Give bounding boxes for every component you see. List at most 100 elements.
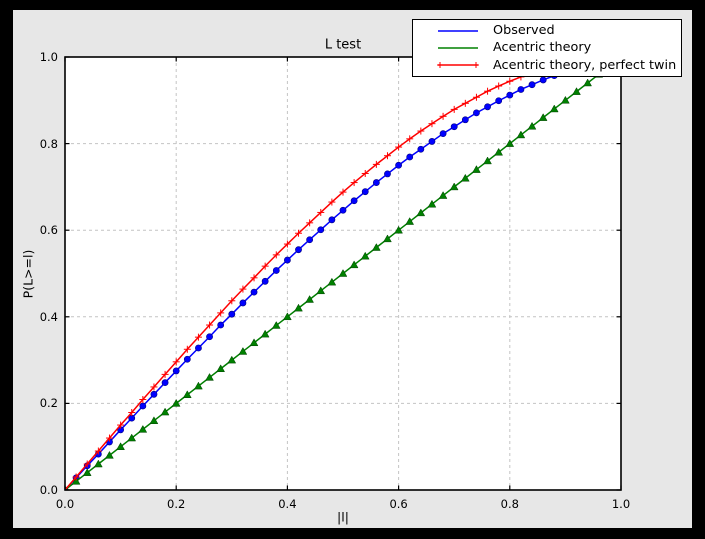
triangle-marker-icon (249, 338, 259, 347)
triangle-marker-icon (405, 217, 415, 225)
circle-marker-icon (450, 123, 458, 131)
triangle-marker-icon (394, 225, 403, 234)
y-tick-label: 1.0 (39, 50, 58, 64)
legend-item-acentric-theory-perfect-twin: Acentric theory, perfect twin (435, 57, 677, 74)
circle-marker-icon (506, 91, 514, 99)
circle-marker-icon (339, 206, 347, 214)
x-tick-label: 1.0 (611, 497, 631, 511)
x-axis-label: |l| (337, 509, 349, 525)
circle-marker-icon (272, 267, 280, 274)
triangle-marker-icon (327, 277, 337, 286)
triangle-marker-icon (583, 78, 592, 87)
triangle-marker-icon (516, 130, 526, 139)
triangle-marker-icon (116, 442, 125, 450)
triangle-marker-icon (238, 347, 248, 355)
circle-marker-icon (306, 236, 314, 244)
circle-marker-icon (417, 145, 425, 153)
circle-marker-icon (372, 179, 380, 186)
triangle-marker-icon (349, 260, 359, 269)
y-tick-label: 0.6 (39, 223, 58, 238)
triangle-marker-icon (160, 407, 170, 416)
triangle-marker-icon (416, 208, 426, 217)
legend: Observed Acentric theory Acentric theory, … (412, 19, 682, 77)
y-tick-label: 0.0 (39, 483, 58, 497)
triangle-marker-icon (305, 295, 314, 303)
legend-item-acentric-theory: Acentric theory (435, 39, 677, 56)
circle-marker-icon (350, 197, 358, 205)
legend-label: Acentric theory (493, 40, 592, 56)
x-tick-label: 0.0 (55, 497, 75, 511)
triangle-marker-icon (271, 321, 281, 329)
chart-title: L test (324, 37, 362, 53)
triangle-marker-icon (549, 104, 559, 113)
circle-marker-icon (239, 299, 247, 307)
triangle-marker-icon (338, 269, 348, 277)
triangle-marker-icon (427, 199, 437, 208)
y-tick-label: 0.8 (39, 136, 58, 151)
triangle-marker-icon (82, 468, 92, 476)
circle-marker-icon (328, 216, 336, 224)
circle-marker-icon (428, 138, 436, 145)
circle-marker-icon (361, 188, 369, 196)
triangle-marker-icon (283, 312, 292, 321)
circle-marker-icon (250, 288, 258, 296)
circle-marker-icon (161, 379, 169, 387)
circle-marker-icon (439, 130, 447, 138)
triangle-marker-icon (138, 424, 148, 433)
triangle-marker-icon (216, 364, 226, 373)
circle-marker-icon (484, 103, 491, 111)
triangle-marker-icon (483, 156, 492, 165)
triangle-marker-icon (149, 416, 159, 424)
triangle-marker-icon (182, 390, 192, 398)
circle-marker-icon (406, 153, 414, 161)
circle-marker-icon (183, 355, 191, 363)
circle-marker-icon (217, 321, 225, 329)
legend-line-sample-acentric-theory (438, 47, 478, 49)
y-tick-label: 0.4 (39, 309, 58, 324)
x-tick-label: 0.2 (167, 497, 186, 511)
triangle-marker-icon (538, 113, 548, 121)
legend-item-observed: Observed (435, 22, 677, 39)
circle-marker-icon (150, 390, 158, 398)
triangle-marker-icon (194, 381, 203, 390)
triangle-marker-icon (205, 373, 214, 381)
legend-label: Acentric theory, perfect twin (493, 57, 677, 73)
x-tick-label: 0.6 (389, 497, 408, 511)
x-tick-label: 0.8 (500, 497, 519, 511)
triangle-marker-icon (294, 303, 303, 312)
triangle-marker-icon (527, 121, 537, 130)
circle-marker-icon (317, 226, 325, 234)
triangle-marker-icon (472, 165, 481, 173)
triangle-marker-icon (572, 87, 581, 95)
series-markers-acentric-theory (64, 56, 622, 491)
triangle-marker-icon (71, 476, 81, 485)
triangle-marker-icon (438, 191, 448, 199)
x-tick-label: 0.4 (278, 497, 297, 511)
circle-marker-icon (495, 97, 503, 105)
triangle-marker-icon (227, 355, 237, 364)
legend-label: Observed (493, 23, 555, 39)
triangle-marker-icon (94, 459, 103, 468)
circle-marker-icon (139, 402, 147, 410)
circle-marker-icon (395, 161, 402, 169)
circle-marker-icon (172, 367, 180, 375)
triangle-marker-icon (449, 182, 459, 191)
circle-marker-icon (473, 109, 480, 117)
circle-marker-icon (195, 344, 202, 352)
triangle-marker-icon (316, 286, 326, 295)
y-tick-label: 0.2 (39, 396, 58, 411)
triangle-marker-icon (171, 398, 181, 407)
triangle-marker-icon (494, 147, 504, 156)
triangle-marker-icon (383, 234, 392, 243)
circle-marker-icon (206, 333, 213, 341)
triangle-marker-icon (372, 243, 381, 251)
y-axis-label: P(L>=l) (20, 249, 36, 298)
circle-marker-icon (517, 86, 525, 93)
circle-marker-icon (461, 116, 469, 124)
legend-line-sample-observed (438, 29, 478, 32)
legend-line-sample-acentric-theory-perfect-twin (437, 62, 479, 69)
circle-marker-icon (384, 170, 391, 178)
triangle-marker-icon (561, 95, 570, 104)
